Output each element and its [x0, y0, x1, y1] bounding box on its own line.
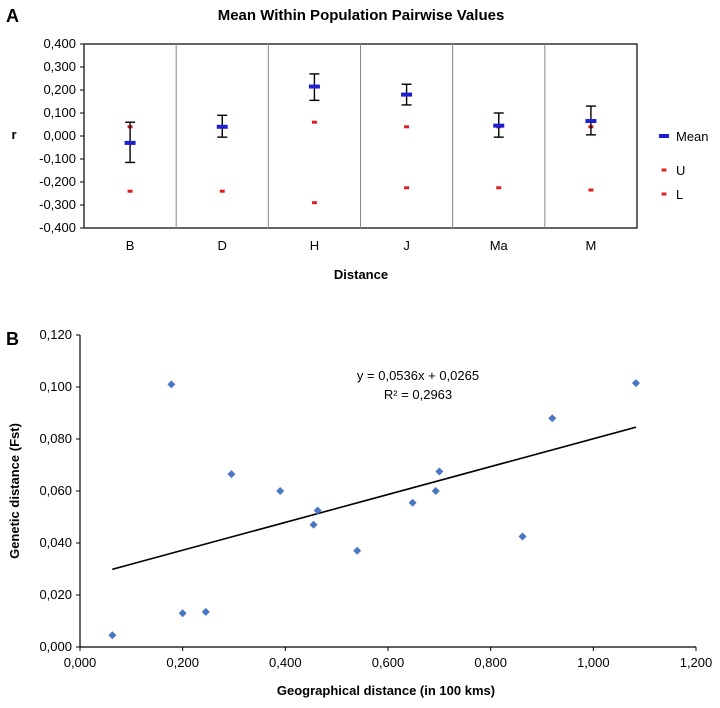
legend-swatch-u: [661, 168, 667, 172]
chart-a: 0,400 0,300 0,200 0,100 0,000 -0,100 -0,200 -0,…: [11, 36, 708, 282]
chart-a-x-tick-label: Ma: [490, 238, 509, 253]
chart-a-y-tick-label: 0,200: [43, 82, 76, 97]
chart-a-y-tick-label: -0,100: [39, 151, 76, 166]
chart-b-y-axis-title: Genetic distance (Fst): [7, 423, 22, 559]
data-point: [201, 607, 210, 616]
chart-b-x-tick-label: 0,800: [474, 655, 507, 670]
chart-a-y-tick-label: -0,300: [39, 197, 76, 212]
chart-b-x-tick-label: 0,600: [372, 655, 405, 670]
chart-b-y-tick-label: 0,080: [39, 431, 72, 446]
data-point: [435, 467, 444, 476]
mean-marker: [585, 119, 597, 124]
chart-b-y-tick-label: 0,100: [39, 379, 72, 394]
data-point: [227, 470, 236, 479]
chart-a-y-ticks: 0,400 0,300 0,200 0,100 0,000 -0,100 -0,200 -0,…: [39, 36, 84, 235]
l-marker: [127, 189, 133, 193]
chart-b-y-tick-label: 0,040: [39, 535, 72, 550]
u-marker: [404, 125, 410, 129]
chart-b-x-ticks: 0,000 0,200 0,400 0,600 0,800 1,000 1,200: [64, 647, 713, 670]
l-marker: [311, 201, 317, 205]
legend-swatch-mean: [659, 134, 669, 138]
mean-marker: [216, 124, 228, 129]
chart-a-y-tick-label: -0,200: [39, 174, 76, 189]
chart-a-x-tick-label: B: [126, 238, 135, 253]
legend-label-u: U: [676, 163, 685, 178]
chart-b-x-tick-label: 1,000: [577, 655, 610, 670]
chart-a-y-axis-title: r: [11, 127, 16, 142]
chart-b-plot-area: [80, 335, 696, 647]
chart-b-x-tick-label: 0,000: [64, 655, 97, 670]
chart-a-x-tick-label: M: [585, 238, 596, 253]
chart-b-x-tick-label: 1,200: [680, 655, 713, 670]
data-point: [167, 380, 176, 389]
panel-a-label: A: [6, 6, 19, 26]
chart-b-marks: [108, 379, 640, 640]
chart-b-y-tick-label: 0,020: [39, 587, 72, 602]
legend-label-mean: Mean: [676, 129, 709, 144]
data-point: [548, 414, 557, 423]
data-point: [309, 520, 318, 529]
data-point: [108, 631, 117, 640]
mean-marker: [493, 123, 505, 128]
chart-a-x-ticks: B D H J Ma M: [126, 238, 597, 253]
data-point: [408, 498, 417, 507]
l-marker: [496, 186, 502, 190]
chart-a-x-tick-label: H: [310, 238, 319, 253]
data-point: [313, 506, 322, 515]
chart-b-x-tick-label: 0,200: [166, 655, 199, 670]
chart-a-separators: [175, 44, 546, 228]
l-marker: [219, 189, 225, 193]
trendline-r-squared: R² = 0,2963: [384, 387, 452, 402]
chart-b-y-tick-label: 0,000: [39, 639, 72, 654]
chart-b-y-ticks: 0,000 0,020 0,040 0,060 0,080 0,100 0,120: [39, 327, 80, 654]
chart-b-y-tick-label: 0,120: [39, 327, 72, 342]
mean-marker: [124, 140, 136, 145]
chart-a-x-axis-title: Distance: [334, 267, 388, 282]
mean-marker: [308, 84, 320, 89]
u-marker: [311, 120, 317, 124]
chart-a-y-tick-label: 0,000: [43, 128, 76, 143]
legend-swatch-l: [661, 192, 667, 196]
chart-a-x-tick-label: J: [403, 238, 410, 253]
data-point: [178, 609, 187, 618]
data-point: [518, 532, 527, 541]
chart-a-title: Mean Within Population Pairwise Values: [218, 7, 505, 24]
data-point: [353, 546, 362, 555]
l-marker: [588, 188, 594, 192]
chart-b: 0,000 0,020 0,040 0,060 0,080 0,100 0,120 0,00…: [7, 327, 712, 698]
trendline: [112, 426, 637, 571]
chart-a-x-tick-label: D: [218, 238, 227, 253]
chart-b-y-tick-label: 0,060: [39, 483, 72, 498]
data-point: [431, 487, 440, 495]
chart-a-y-tick-label: 0,100: [43, 105, 76, 120]
panel-b-label: B: [6, 329, 19, 349]
mean-marker: [401, 92, 413, 97]
chart-a-legend: Mean UL: [659, 129, 709, 202]
legend-label-l: L: [676, 187, 683, 202]
chart-a-y-tick-label: 0,400: [43, 36, 76, 51]
chart-b-x-axis-title: Geographical distance (in 100 kms): [277, 683, 495, 698]
trendline-equation: y = 0,0536x + 0,0265: [357, 368, 479, 383]
chart-a-y-tick-label: -0,400: [39, 220, 76, 235]
data-point: [276, 487, 285, 495]
chart-a-marks: [124, 73, 597, 205]
chart-b-x-tick-label: 0,400: [269, 655, 302, 670]
l-marker: [404, 186, 410, 190]
data-point: [631, 379, 640, 388]
chart-a-y-tick-label: 0,300: [43, 59, 76, 74]
